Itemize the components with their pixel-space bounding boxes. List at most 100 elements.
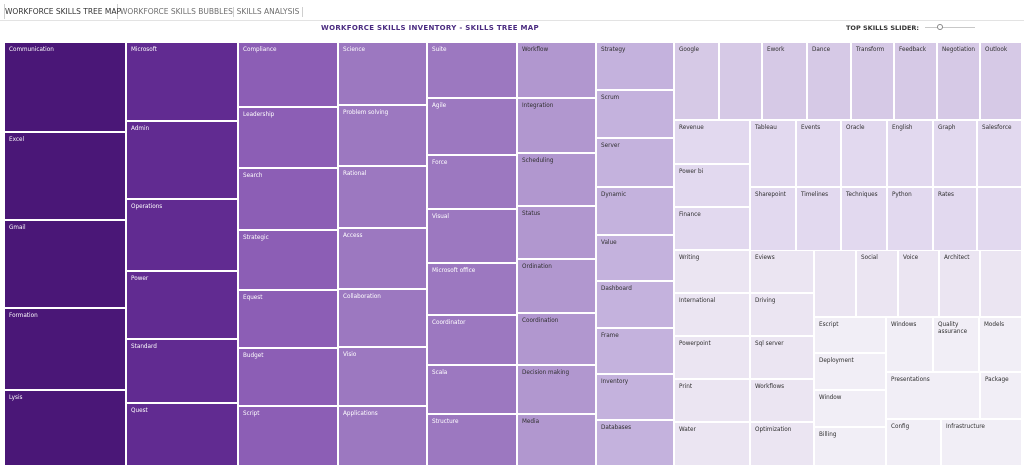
treemap-cell-print[interactable]: Print xyxy=(674,379,750,422)
treemap-cell-server[interactable]: Server xyxy=(596,138,674,187)
treemap-cell-gmail[interactable]: Gmail xyxy=(4,220,126,308)
treemap-cell-media[interactable]: Media xyxy=(517,414,596,466)
tab-workforce-skills-tree-map[interactable]: WORKFORCE SKILLS TREE MAP xyxy=(4,4,121,19)
treemap-cell-standard[interactable]: Standard xyxy=(126,339,238,403)
tab-workforce-skills-bubbles[interactable]: WORKFORCE SKILLS BUBBLES xyxy=(120,7,233,16)
top-skills-slider-handle[interactable] xyxy=(937,24,943,30)
treemap-cell-techniques[interactable]: Techniques xyxy=(841,187,887,254)
treemap-cell-config[interactable]: Config xyxy=(886,419,941,466)
treemap-cell-science[interactable]: Science xyxy=(338,42,427,105)
treemap-cell-value[interactable]: Value xyxy=(596,235,674,281)
treemap-cell-force[interactable]: Force xyxy=(427,155,517,209)
treemap-cell-python[interactable]: Python xyxy=(887,187,933,254)
treemap-cell-negotiation[interactable]: Negotiation xyxy=(937,42,980,120)
treemap-cell-dynamic[interactable]: Dynamic xyxy=(596,187,674,235)
treemap-cell-architect[interactable]: Architect xyxy=(939,250,980,317)
treemap-cell-suite[interactable]: Suite xyxy=(427,42,517,98)
treemap-cell-problem-solving[interactable]: Problem solving xyxy=(338,105,427,166)
treemap-cell-outlook[interactable]: Outlook xyxy=(980,42,1022,120)
top-skills-slider-track[interactable] xyxy=(925,27,975,28)
treemap-cell-dashboard[interactable]: Dashboard xyxy=(596,281,674,328)
treemap-cell-strategy[interactable]: Strategy xyxy=(596,42,674,90)
treemap-cell-eviews[interactable]: Eviews xyxy=(750,250,814,293)
treemap-cell-frame[interactable]: Frame xyxy=(596,328,674,374)
treemap-cell-formation[interactable]: Formation xyxy=(4,308,126,390)
treemap-cell-voice[interactable]: Voice xyxy=(898,250,939,317)
treemap-cell-collaboration[interactable]: Collaboration xyxy=(338,289,427,347)
treemap-cell-visual[interactable]: Visual xyxy=(427,209,517,263)
treemap-cell-quality-assurance[interactable]: Quality assurance xyxy=(933,317,979,372)
treemap-cell-search[interactable]: Search xyxy=(238,168,338,230)
treemap-cell-microsoft-office[interactable]: Microsoft office xyxy=(427,263,517,315)
treemap-cell-models[interactable]: Models xyxy=(979,317,1022,372)
treemap-cell-escript[interactable]: Escript xyxy=(814,317,886,353)
treemap-cell-powerpoint[interactable]: Powerpoint xyxy=(674,336,750,379)
treemap-cell-coordination[interactable]: Coordination xyxy=(517,313,596,365)
treemap-cell-empty[interactable] xyxy=(977,187,1022,254)
treemap-cell-budget[interactable]: Budget xyxy=(238,348,338,406)
treemap-cell-equest[interactable]: Equest xyxy=(238,290,338,348)
treemap-cell-applications[interactable]: Applications xyxy=(338,406,427,466)
treemap-cell-workflow[interactable]: Workflow xyxy=(517,42,596,98)
treemap-cell-communication[interactable]: Communication xyxy=(4,42,126,132)
treemap-cell-strategic[interactable]: Strategic xyxy=(238,230,338,290)
treemap-cell-leadership[interactable]: Leadership xyxy=(238,107,338,168)
treemap-cell-power-bi[interactable]: Power bi xyxy=(674,164,750,207)
treemap-cell-sql-server[interactable]: Sql server xyxy=(750,336,814,379)
treemap-cell-integration[interactable]: Integration xyxy=(517,98,596,153)
treemap-cell-presentations[interactable]: Presentations xyxy=(886,372,980,419)
treemap-cell-decision-making[interactable]: Decision making xyxy=(517,365,596,414)
treemap-cell-deployment[interactable]: Deployment xyxy=(814,353,886,390)
treemap-cell-writing[interactable]: Writing xyxy=(674,250,750,293)
treemap-cell-lysis[interactable]: Lysis xyxy=(4,390,126,466)
treemap-cell-international[interactable]: International xyxy=(674,293,750,336)
treemap-cell-coordinator[interactable]: Coordinator xyxy=(427,315,517,365)
treemap-cell-dance[interactable]: Dance xyxy=(807,42,851,120)
treemap-cell-empty[interactable] xyxy=(719,42,762,120)
treemap-cell-optimization[interactable]: Optimization xyxy=(750,422,814,466)
treemap-cell-workflows[interactable]: Workflows xyxy=(750,379,814,422)
treemap-cell-status[interactable]: Status xyxy=(517,206,596,259)
treemap-cell-quest[interactable]: Quest xyxy=(126,403,238,466)
treemap-cell-revenue[interactable]: Revenue xyxy=(674,120,750,164)
treemap-cell-oracle[interactable]: Oracle xyxy=(841,120,887,187)
treemap-cell-databases[interactable]: Databases xyxy=(596,420,674,466)
treemap-cell-timelines[interactable]: Timelines xyxy=(796,187,841,254)
treemap-cell-microsoft[interactable]: Microsoft xyxy=(126,42,238,121)
treemap-cell-access[interactable]: Access xyxy=(338,228,427,289)
treemap-cell-social[interactable]: Social xyxy=(856,250,898,317)
treemap-cell-admin[interactable]: Admin xyxy=(126,121,238,199)
treemap-cell-transform[interactable]: Transform xyxy=(851,42,894,120)
treemap-cell-tableau[interactable]: Tableau xyxy=(750,120,796,187)
treemap-cell-operations[interactable]: Operations xyxy=(126,199,238,271)
treemap-cell-graph[interactable]: Graph xyxy=(933,120,977,187)
treemap-cell-windows[interactable]: Windows xyxy=(886,317,933,372)
treemap-cell-empty[interactable] xyxy=(814,250,856,317)
treemap-cell-agile[interactable]: Agile xyxy=(427,98,517,155)
treemap-cell-sharepoint[interactable]: Sharepoint xyxy=(750,187,796,254)
treemap-cell-driving[interactable]: Driving xyxy=(750,293,814,336)
tab-skills-analysis[interactable]: SKILLS ANALYSIS xyxy=(236,7,300,16)
treemap-cell-power[interactable]: Power xyxy=(126,271,238,339)
treemap-cell-salesforce[interactable]: Salesforce xyxy=(977,120,1022,187)
treemap-cell-structure[interactable]: Structure xyxy=(427,414,517,466)
treemap-cell-script[interactable]: Script xyxy=(238,406,338,466)
treemap-cell-billing[interactable]: Billing xyxy=(814,427,886,466)
treemap-cell-feedback[interactable]: Feedback xyxy=(894,42,937,120)
treemap-cell-package[interactable]: Package xyxy=(980,372,1022,419)
treemap-cell-compliance[interactable]: Compliance xyxy=(238,42,338,107)
treemap-cell-scheduling[interactable]: Scheduling xyxy=(517,153,596,206)
treemap-cell-ework[interactable]: Ework xyxy=(762,42,807,120)
treemap-cell-finance[interactable]: Finance xyxy=(674,207,750,250)
treemap-cell-english[interactable]: English xyxy=(887,120,933,187)
treemap-cell-google[interactable]: Google xyxy=(674,42,719,120)
treemap-cell-ordination[interactable]: Ordination xyxy=(517,259,596,313)
treemap-cell-infrastructure[interactable]: Infrastructure xyxy=(941,419,1022,466)
treemap-cell-events[interactable]: Events xyxy=(796,120,841,187)
treemap-cell-excel[interactable]: Excel xyxy=(4,132,126,220)
treemap-cell-empty[interactable] xyxy=(980,250,1022,317)
treemap-cell-inventory[interactable]: Inventory xyxy=(596,374,674,420)
treemap-cell-visio[interactable]: Visio xyxy=(338,347,427,406)
treemap-cell-scala[interactable]: Scala xyxy=(427,365,517,414)
treemap-cell-rational[interactable]: Rational xyxy=(338,166,427,228)
